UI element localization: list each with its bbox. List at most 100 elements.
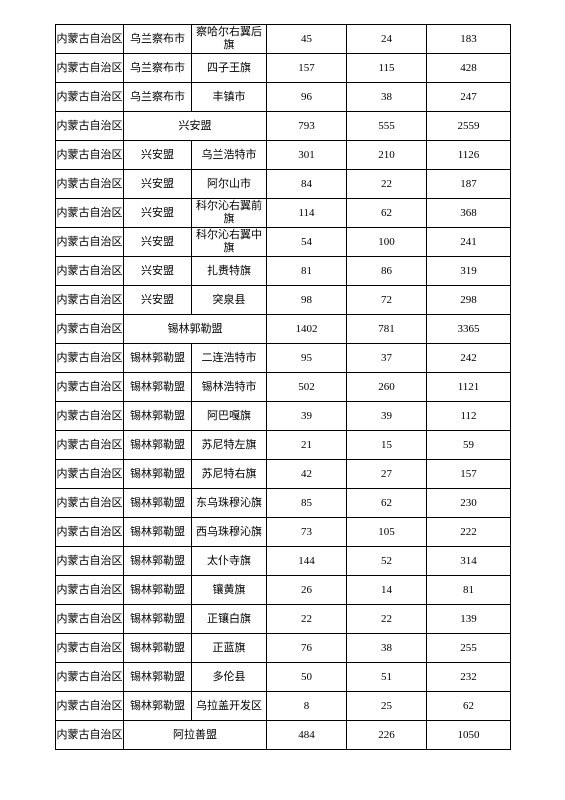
table-cell: 72 xyxy=(347,286,427,315)
table-cell: 镶黄旗 xyxy=(192,576,267,605)
table-cell: 丰镇市 xyxy=(192,83,267,112)
table-cell: 38 xyxy=(347,634,427,663)
table-row: 内蒙古自治区兴安盟科尔沁右翼中旗54100241 xyxy=(56,228,511,257)
table-cell: 39 xyxy=(347,402,427,431)
table-cell: 27 xyxy=(347,460,427,489)
table-cell: 乌兰察布市 xyxy=(124,83,192,112)
table-cell: 1126 xyxy=(427,141,511,170)
table-cell: 85 xyxy=(267,489,347,518)
table-cell: 96 xyxy=(267,83,347,112)
table-row: 内蒙古自治区兴安盟阿尔山市8422187 xyxy=(56,170,511,199)
table-cell: 260 xyxy=(347,373,427,402)
table-cell: 内蒙古自治区 xyxy=(56,547,124,576)
table-cell: 226 xyxy=(347,721,427,750)
table-row: 内蒙古自治区锡林郭勒盟阿巴嘎旗3939112 xyxy=(56,402,511,431)
table-cell: 锡林郭勒盟 xyxy=(124,460,192,489)
table-cell: 锡林郭勒盟 xyxy=(124,663,192,692)
table-cell: 内蒙古自治区 xyxy=(56,257,124,286)
table-cell: 内蒙古自治区 xyxy=(56,344,124,373)
table-cell: 科尔沁右翼前旗 xyxy=(192,199,267,228)
table-cell: 62 xyxy=(427,692,511,721)
table-cell: 内蒙古自治区 xyxy=(56,199,124,228)
table-cell: 62 xyxy=(347,199,427,228)
table-cell: 22 xyxy=(347,170,427,199)
table-cell: 54 xyxy=(267,228,347,257)
table-cell: 15 xyxy=(347,431,427,460)
table-row: 内蒙古自治区兴安盟7935552559 xyxy=(56,112,511,141)
table-row: 内蒙古自治区阿拉善盟4842261050 xyxy=(56,721,511,750)
table-cell: 37 xyxy=(347,344,427,373)
table-cell: 247 xyxy=(427,83,511,112)
table-cell: 锡林郭勒盟 xyxy=(124,402,192,431)
table-row: 内蒙古自治区乌兰察布市四子王旗157115428 xyxy=(56,54,511,83)
table-cell: 95 xyxy=(267,344,347,373)
table-row: 内蒙古自治区锡林郭勒盟东乌珠穆沁旗8562230 xyxy=(56,489,511,518)
table-cell: 319 xyxy=(427,257,511,286)
table-row: 内蒙古自治区锡林郭勒盟多伦县5051232 xyxy=(56,663,511,692)
table-cell: 3365 xyxy=(427,315,511,344)
table-cell: 1402 xyxy=(267,315,347,344)
table-cell: 锡林郭勒盟 xyxy=(124,692,192,721)
page: 内蒙古自治区乌兰察布市察哈尔右翼后旗4524183内蒙古自治区乌兰察布市四子王旗… xyxy=(0,0,565,800)
table-row: 内蒙古自治区兴安盟突泉县9872298 xyxy=(56,286,511,315)
table-cell: 内蒙古自治区 xyxy=(56,83,124,112)
table-cell: 内蒙古自治区 xyxy=(56,576,124,605)
table-row: 内蒙古自治区锡林郭勒盟西乌珠穆沁旗73105222 xyxy=(56,518,511,547)
table-cell: 兴安盟 xyxy=(124,228,192,257)
table-cell: 21 xyxy=(267,431,347,460)
table-cell: 内蒙古自治区 xyxy=(56,605,124,634)
table-cell: 187 xyxy=(427,170,511,199)
table-row: 内蒙古自治区锡林郭勒盟镶黄旗261481 xyxy=(56,576,511,605)
table-cell: 38 xyxy=(347,83,427,112)
table-row: 内蒙古自治区锡林郭勒盟二连浩特市9537242 xyxy=(56,344,511,373)
table-cell: 210 xyxy=(347,141,427,170)
table-cell: 锡林郭勒盟 xyxy=(124,576,192,605)
table-cell: 76 xyxy=(267,634,347,663)
table-cell: 793 xyxy=(267,112,347,141)
table-cell: 222 xyxy=(427,518,511,547)
table-row: 内蒙古自治区锡林郭勒盟锡林浩特市5022601121 xyxy=(56,373,511,402)
table-cell: 锡林郭勒盟 xyxy=(124,344,192,373)
table-cell: 1121 xyxy=(427,373,511,402)
table-cell: 内蒙古自治区 xyxy=(56,634,124,663)
table-cell: 阿拉善盟 xyxy=(124,721,267,750)
table-cell: 781 xyxy=(347,315,427,344)
table-row: 内蒙古自治区兴安盟乌兰浩特市3012101126 xyxy=(56,141,511,170)
table-row: 内蒙古自治区锡林郭勒盟14027813365 xyxy=(56,315,511,344)
table-cell: 45 xyxy=(267,25,347,54)
table-cell: 兴安盟 xyxy=(124,257,192,286)
table-cell: 兴安盟 xyxy=(124,170,192,199)
table-cell: 62 xyxy=(347,489,427,518)
table-cell: 39 xyxy=(267,402,347,431)
table-cell: 东乌珠穆沁旗 xyxy=(192,489,267,518)
table-row: 内蒙古自治区锡林郭勒盟苏尼特右旗4227157 xyxy=(56,460,511,489)
table-row: 内蒙古自治区锡林郭勒盟乌拉盖开发区82562 xyxy=(56,692,511,721)
table-cell: 二连浩特市 xyxy=(192,344,267,373)
table-cell: 内蒙古自治区 xyxy=(56,112,124,141)
table-cell: 兴安盟 xyxy=(124,141,192,170)
table-cell: 正镶白旗 xyxy=(192,605,267,634)
table-cell: 230 xyxy=(427,489,511,518)
table-cell: 52 xyxy=(347,547,427,576)
data-table: 内蒙古自治区乌兰察布市察哈尔右翼后旗4524183内蒙古自治区乌兰察布市四子王旗… xyxy=(55,24,511,750)
table-cell: 察哈尔右翼后旗 xyxy=(192,25,267,54)
table-cell: 100 xyxy=(347,228,427,257)
table-cell: 锡林郭勒盟 xyxy=(124,605,192,634)
table-cell: 242 xyxy=(427,344,511,373)
table-cell: 内蒙古自治区 xyxy=(56,460,124,489)
table-cell: 98 xyxy=(267,286,347,315)
table-row: 内蒙古自治区乌兰察布市察哈尔右翼后旗4524183 xyxy=(56,25,511,54)
table-cell: 157 xyxy=(427,460,511,489)
table-body: 内蒙古自治区乌兰察布市察哈尔右翼后旗4524183内蒙古自治区乌兰察布市四子王旗… xyxy=(56,25,511,750)
table-row: 内蒙古自治区乌兰察布市丰镇市9638247 xyxy=(56,83,511,112)
table-cell: 368 xyxy=(427,199,511,228)
table-cell: 22 xyxy=(347,605,427,634)
table-cell: 内蒙古自治区 xyxy=(56,663,124,692)
table-cell: 51 xyxy=(347,663,427,692)
table-cell: 内蒙古自治区 xyxy=(56,692,124,721)
table-cell: 42 xyxy=(267,460,347,489)
table-row: 内蒙古自治区锡林郭勒盟太仆寺旗14452314 xyxy=(56,547,511,576)
table-cell: 内蒙古自治区 xyxy=(56,25,124,54)
table-cell: 114 xyxy=(267,199,347,228)
table-cell: 锡林浩特市 xyxy=(192,373,267,402)
